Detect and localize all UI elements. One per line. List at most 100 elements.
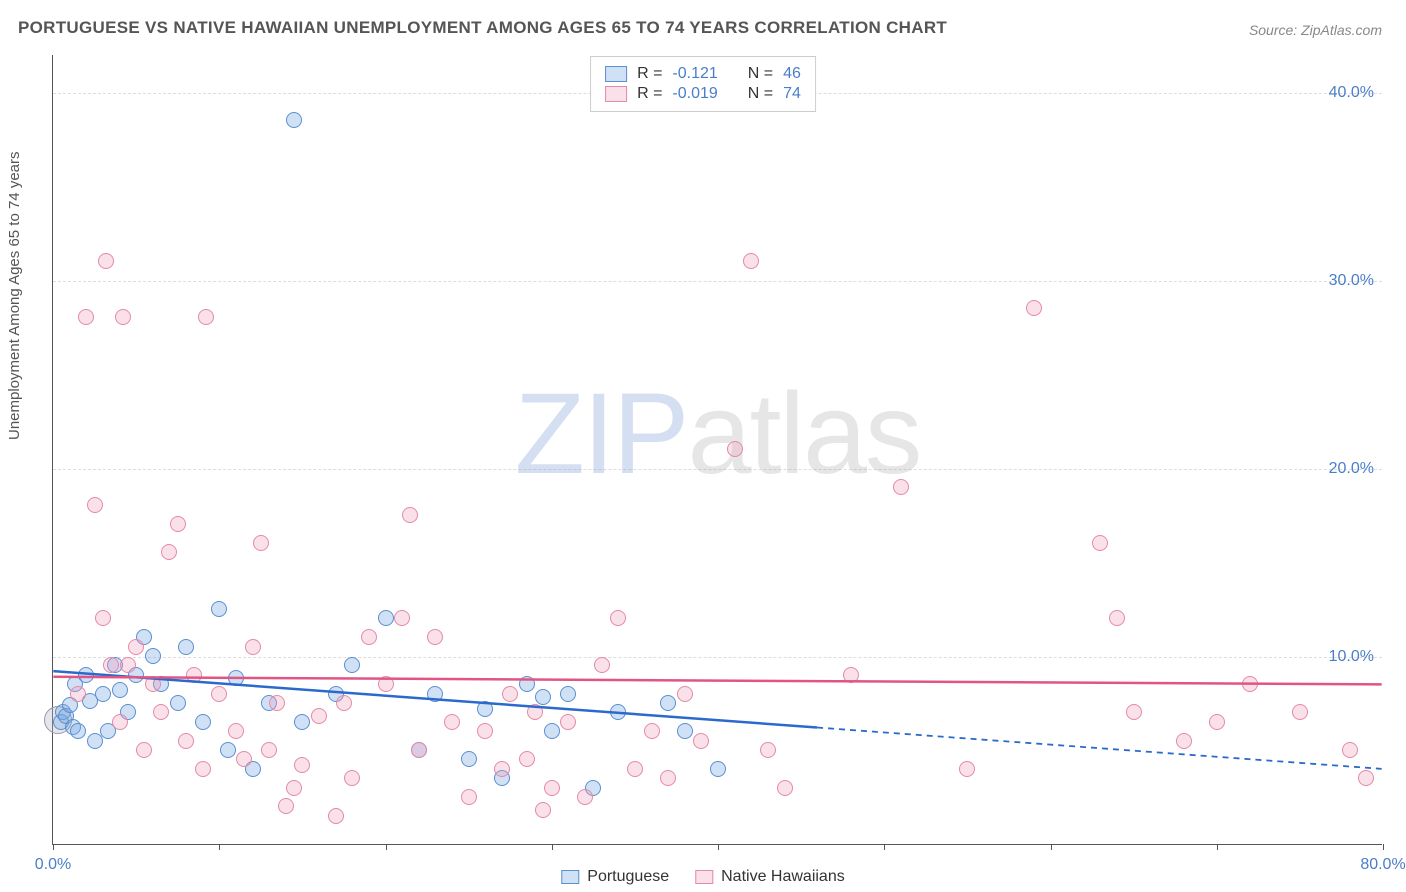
n-value-hawaiians: 74 — [783, 85, 801, 103]
point-portuguese — [178, 639, 194, 655]
n-value-portuguese: 46 — [783, 65, 801, 83]
point-portuguese — [344, 657, 360, 673]
point-hawaiian — [294, 757, 310, 773]
x-tick — [552, 844, 553, 850]
point-hawaiian — [1209, 714, 1225, 730]
legend-row-portuguese: R = -0.121 N = 46 — [605, 65, 801, 83]
point-hawaiian — [269, 695, 285, 711]
x-tick — [1051, 844, 1052, 850]
point-hawaiian — [195, 761, 211, 777]
point-hawaiian — [245, 639, 261, 655]
point-portuguese — [70, 723, 86, 739]
legend-item-hawaiians: Native Hawaiians — [695, 868, 845, 886]
point-portuguese — [294, 714, 310, 730]
n-label: N = — [748, 65, 773, 83]
x-tick — [386, 844, 387, 850]
point-hawaiian — [519, 751, 535, 767]
point-hawaiian — [577, 789, 593, 805]
point-hawaiian — [477, 723, 493, 739]
point-hawaiian — [760, 742, 776, 758]
point-portuguese — [560, 686, 576, 702]
plot-area: ZIPatlas 10.0%20.0%30.0%40.0%0.0%80.0% — [52, 55, 1382, 845]
chart-title: PORTUGUESE VS NATIVE HAWAIIAN UNEMPLOYME… — [18, 18, 947, 38]
point-hawaiian — [743, 253, 759, 269]
point-hawaiian — [502, 686, 518, 702]
point-hawaiian — [1292, 704, 1308, 720]
point-hawaiian — [115, 309, 131, 325]
point-hawaiian — [1358, 770, 1374, 786]
point-hawaiian — [178, 733, 194, 749]
point-hawaiian — [727, 441, 743, 457]
n-label: N = — [748, 85, 773, 103]
legend-item-portuguese: Portuguese — [561, 868, 669, 886]
x-tick — [1217, 844, 1218, 850]
point-hawaiian — [644, 723, 660, 739]
point-portuguese — [610, 704, 626, 720]
point-portuguese — [519, 676, 535, 692]
regression-lines — [53, 55, 1382, 844]
gridline — [53, 281, 1382, 282]
legend-label-portuguese: Portuguese — [587, 868, 669, 886]
x-tick — [219, 844, 220, 850]
point-hawaiian — [98, 253, 114, 269]
point-hawaiian — [411, 742, 427, 758]
gridline — [53, 469, 1382, 470]
point-hawaiian — [211, 686, 227, 702]
point-hawaiian — [261, 742, 277, 758]
point-hawaiian — [893, 479, 909, 495]
point-hawaiian — [535, 802, 551, 818]
x-tick — [1383, 844, 1384, 850]
point-hawaiian — [1342, 742, 1358, 758]
x-tick-label: 80.0% — [1360, 856, 1405, 874]
point-hawaiian — [328, 808, 344, 824]
x-tick-label: 0.0% — [35, 856, 71, 874]
point-hawaiian — [1176, 733, 1192, 749]
point-hawaiian — [843, 667, 859, 683]
point-hawaiian — [112, 714, 128, 730]
point-hawaiian — [610, 610, 626, 626]
point-hawaiian — [344, 770, 360, 786]
point-hawaiian — [198, 309, 214, 325]
point-portuguese — [677, 723, 693, 739]
point-portuguese — [427, 686, 443, 702]
point-hawaiian — [103, 657, 119, 673]
point-portuguese — [112, 682, 128, 698]
point-portuguese — [228, 670, 244, 686]
series-legend: Portuguese Native Hawaiians — [561, 868, 844, 886]
point-hawaiian — [1242, 676, 1258, 692]
point-hawaiian — [170, 516, 186, 532]
watermark-atlas: atlas — [687, 370, 920, 498]
point-hawaiian — [153, 704, 169, 720]
point-hawaiian — [461, 789, 477, 805]
y-tick-label: 10.0% — [1329, 648, 1374, 666]
point-hawaiian — [594, 657, 610, 673]
point-hawaiian — [128, 639, 144, 655]
point-hawaiian — [544, 780, 560, 796]
legend-row-hawaiians: R = -0.019 N = 74 — [605, 85, 801, 103]
point-hawaiian — [336, 695, 352, 711]
point-hawaiian — [145, 676, 161, 692]
watermark-zip: ZIP — [515, 370, 688, 498]
point-hawaiian — [186, 667, 202, 683]
y-tick-label: 20.0% — [1329, 460, 1374, 478]
y-tick-label: 40.0% — [1329, 84, 1374, 102]
r-label: R = — [637, 65, 662, 83]
point-portuguese — [378, 610, 394, 626]
point-portuguese — [544, 723, 560, 739]
point-hawaiian — [660, 770, 676, 786]
gridline — [53, 657, 1382, 658]
point-hawaiian — [120, 657, 136, 673]
point-hawaiian — [361, 629, 377, 645]
point-portuguese — [211, 601, 227, 617]
point-hawaiian — [427, 629, 443, 645]
point-hawaiian — [161, 544, 177, 560]
point-hawaiian — [444, 714, 460, 730]
point-hawaiian — [1026, 300, 1042, 316]
correlation-legend: R = -0.121 N = 46 R = -0.019 N = 74 — [590, 56, 816, 112]
point-hawaiian — [693, 733, 709, 749]
point-hawaiian — [78, 309, 94, 325]
x-tick — [718, 844, 719, 850]
r-label: R = — [637, 85, 662, 103]
x-tick — [884, 844, 885, 850]
point-hawaiian — [278, 798, 294, 814]
